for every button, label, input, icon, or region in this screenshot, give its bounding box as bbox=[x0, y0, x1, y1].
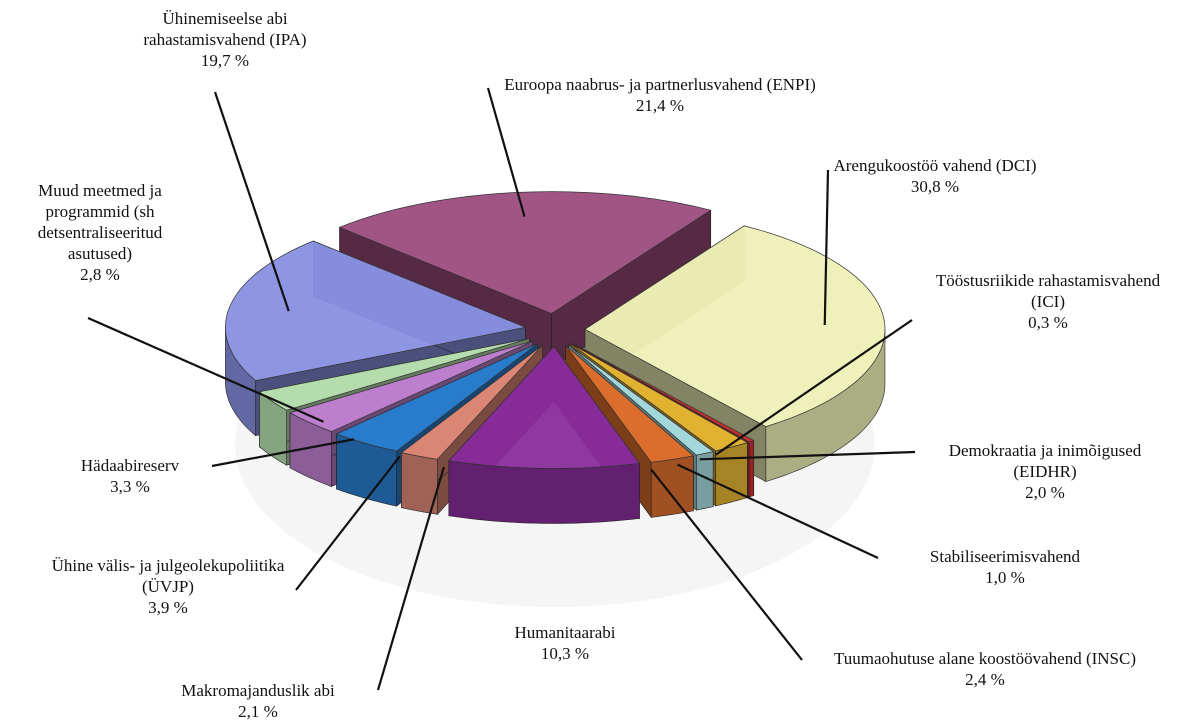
slice-top bbox=[225, 240, 527, 381]
category-name: Euroopa naabrus- ja partnerlusvahend (EN… bbox=[504, 75, 816, 94]
category-name: Ühine välis- ja julgeolekupoliitika (ÜVJ… bbox=[51, 556, 285, 596]
value-label: 19,7 % bbox=[200, 51, 250, 70]
slice-label: Demokraatia ja inimõigused (EIDHR) 2,0 % bbox=[915, 440, 1175, 503]
slice-wall bbox=[650, 455, 694, 518]
slice-label: Tööstusriikide rahastamisvahend (ICI) 0,3… bbox=[928, 270, 1168, 333]
slice-label: Arengukoostöö vahend (DCI) 30,8 % bbox=[800, 155, 1070, 197]
value-label: 2,8 % bbox=[80, 265, 120, 284]
slice-top bbox=[572, 342, 755, 443]
slice-label: Humanitaarabi 10,3 % bbox=[465, 622, 665, 664]
slice-top bbox=[448, 345, 641, 469]
slice-label: Makromajanduslik abi 2,1 % bbox=[138, 680, 378, 722]
category-name: Makromajanduslik abi bbox=[181, 681, 335, 700]
slice-top bbox=[568, 344, 714, 456]
category-name: Ühinemiseelse abi rahastamisvahend (IPA) bbox=[143, 9, 307, 49]
slice-wall bbox=[748, 440, 755, 498]
leader-line bbox=[486, 87, 526, 217]
slice-label: Muud meetmed ja programmid (sh detsentra… bbox=[5, 180, 195, 285]
category-name: Stabiliseerimisvahend bbox=[929, 547, 1081, 566]
leader-line bbox=[677, 463, 879, 559]
slice-label: Ühinemiseelse abi rahastamisvahend (IPA)… bbox=[100, 8, 350, 71]
slice-label: Euroopa naabrus- ja partnerlusvahend (EN… bbox=[495, 74, 825, 116]
value-label: 21,4 % bbox=[635, 96, 685, 115]
leader-line bbox=[211, 438, 355, 468]
slice-top bbox=[289, 340, 533, 432]
slice-top bbox=[400, 344, 543, 460]
leader-line bbox=[376, 466, 445, 691]
slice-label: Hädaabireserv 3,3 % bbox=[55, 455, 205, 497]
category-name: Hädaabireserv bbox=[80, 456, 180, 475]
slice-top bbox=[335, 343, 538, 452]
slice-label: Stabiliseerimisvahend 1,0 % bbox=[875, 546, 1135, 588]
slice-wall bbox=[448, 460, 640, 524]
category-name: Arengukoostöö vahend (DCI) bbox=[833, 156, 1037, 175]
value-label: 2,0 % bbox=[1025, 483, 1065, 502]
category-name: Demokraatia ja inimõigused (EIDHR) bbox=[948, 441, 1142, 481]
category-name: Humanitaarabi bbox=[514, 623, 616, 642]
leader-line bbox=[715, 319, 913, 456]
category-name: Tuumaohutuse alane koostöövahend (INSC) bbox=[833, 649, 1137, 668]
value-label: 3,3 % bbox=[110, 477, 150, 496]
leader-line bbox=[650, 468, 803, 661]
leader-line bbox=[213, 91, 290, 312]
value-label: 30,8 % bbox=[910, 177, 960, 196]
leader-line bbox=[699, 450, 916, 461]
category-name: Muud meetmed ja programmid (sh detsentra… bbox=[37, 181, 163, 263]
leader-line bbox=[87, 316, 324, 423]
slice bbox=[448, 345, 641, 524]
value-label: 2,1 % bbox=[238, 702, 278, 721]
slice-label: Ühine välis- ja julgeolekupoliitika (ÜVJ… bbox=[38, 555, 298, 618]
value-label: 2,4 % bbox=[965, 670, 1005, 689]
leader-line bbox=[295, 455, 401, 591]
slice-top bbox=[565, 345, 695, 463]
value-label: 1,0 % bbox=[985, 568, 1025, 587]
value-label: 3,9 % bbox=[148, 598, 188, 617]
leader-line bbox=[823, 169, 830, 326]
slice-label: Tuumaohutuse alane koostöövahend (INSC) 2… bbox=[820, 648, 1150, 690]
slice-top bbox=[570, 343, 749, 452]
slice-top bbox=[258, 338, 530, 411]
value-label: 10,3 % bbox=[540, 644, 590, 663]
category-name: Tööstusriikide rahastamisvahend (ICI) bbox=[935, 271, 1161, 311]
value-label: 0,3 % bbox=[1028, 313, 1068, 332]
slice-top bbox=[584, 225, 886, 427]
